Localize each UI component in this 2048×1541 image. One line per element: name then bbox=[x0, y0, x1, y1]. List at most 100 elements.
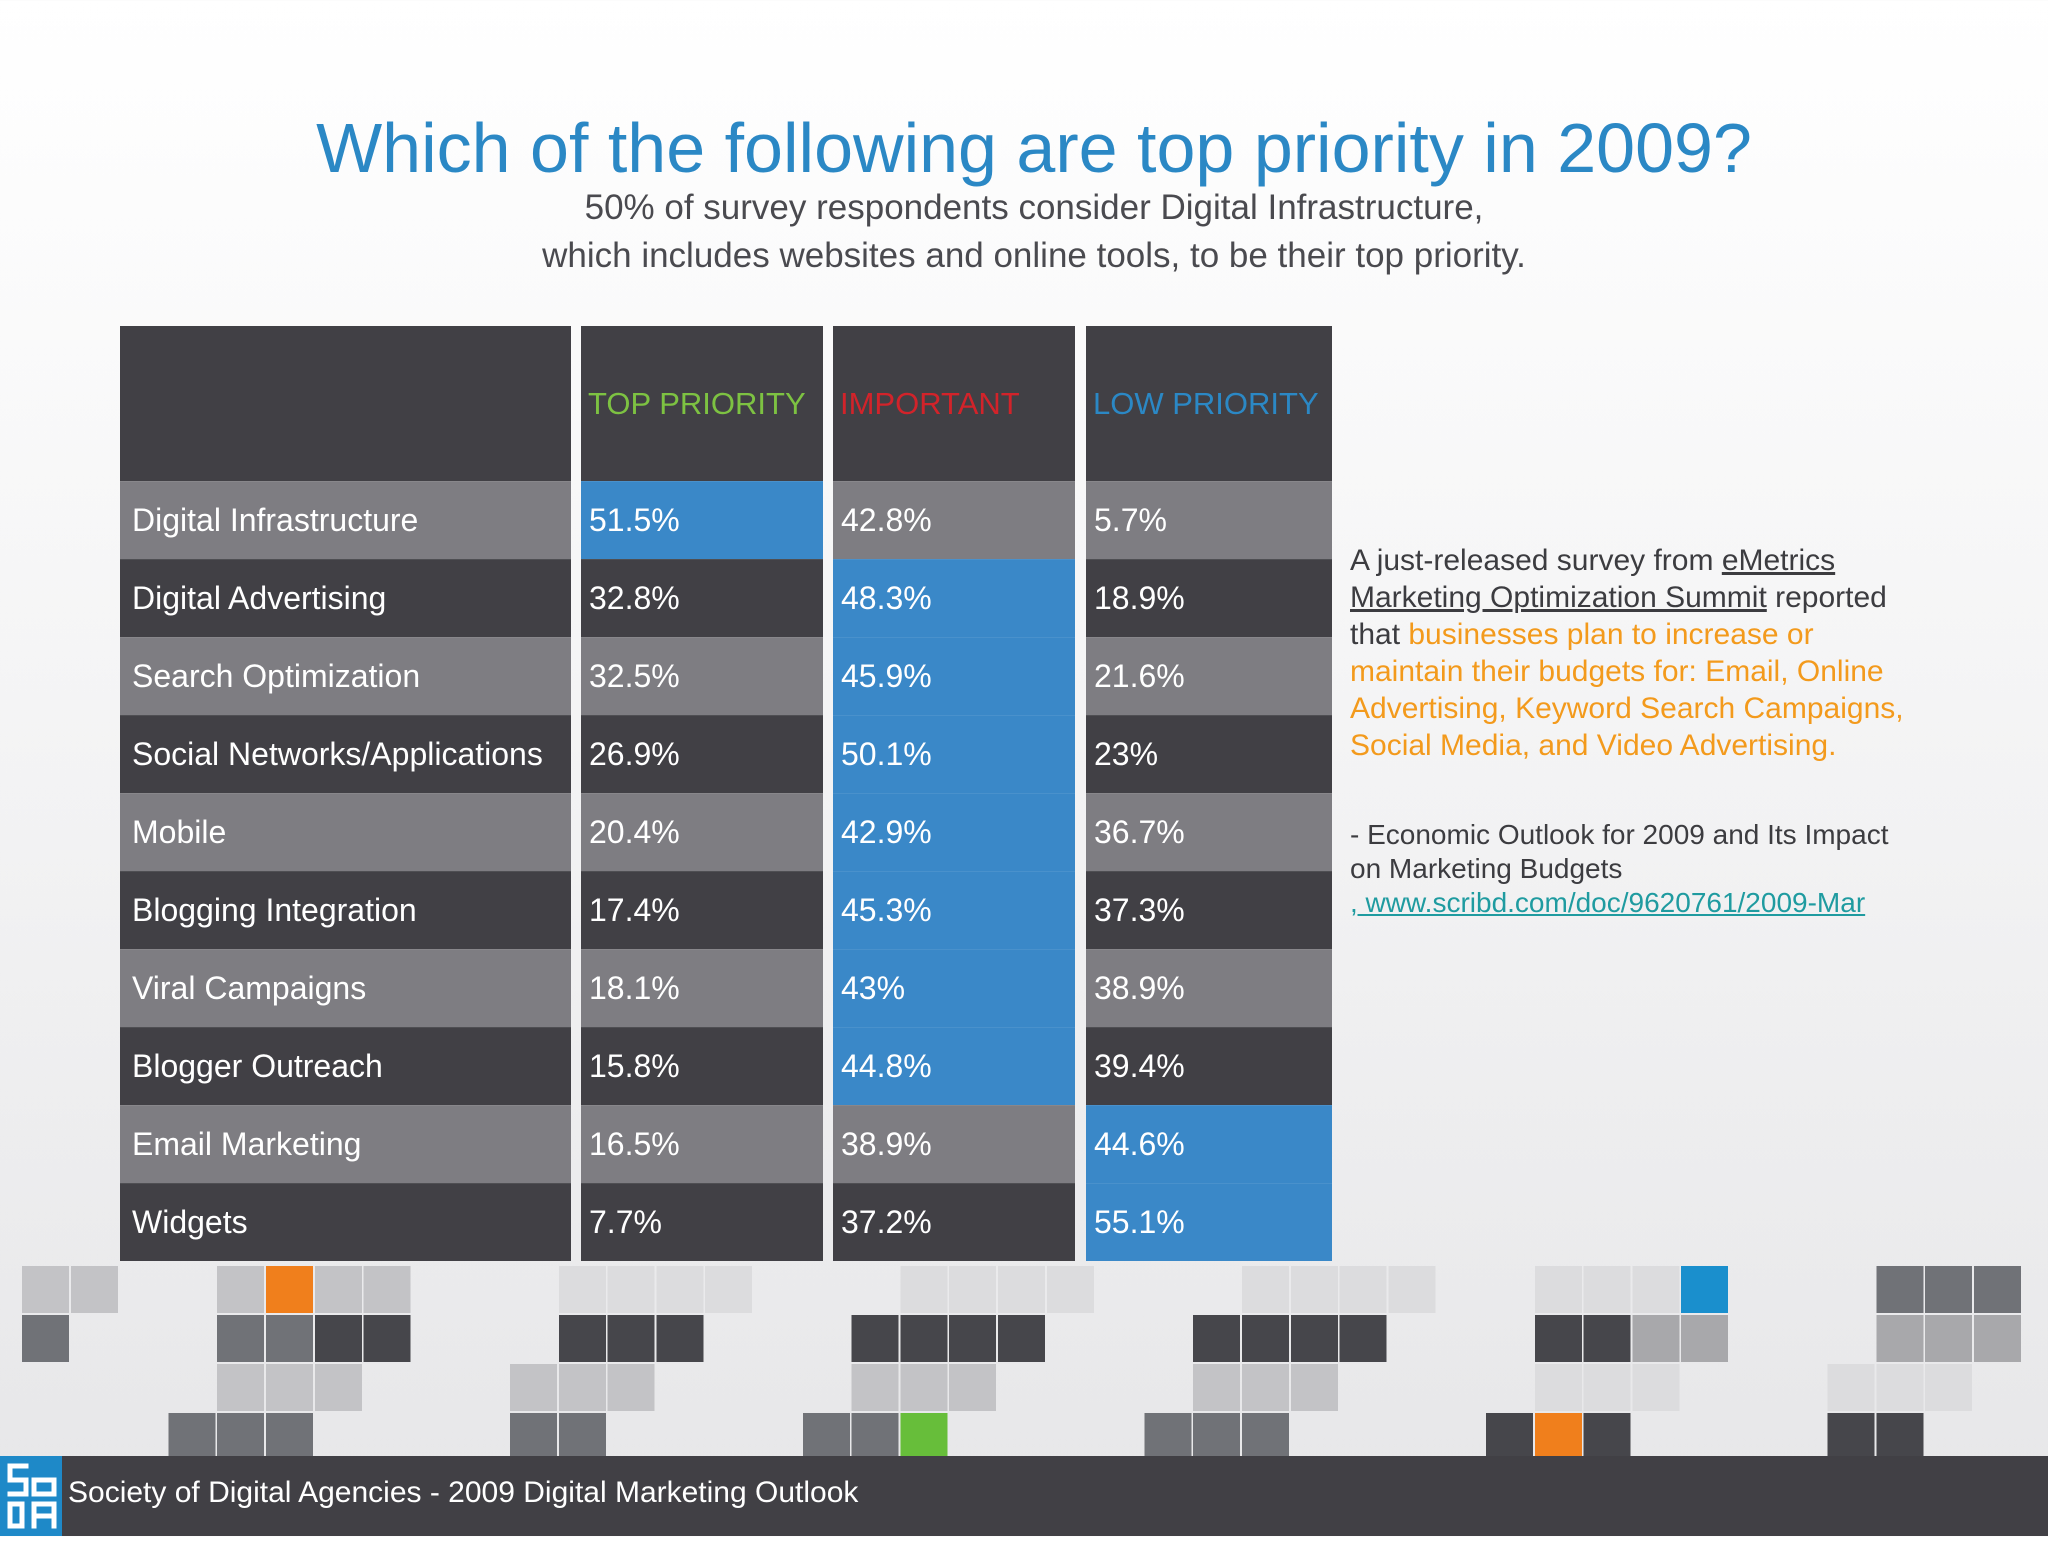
note-text-2: reported that bbox=[1350, 581, 1887, 651]
mosaic-tile bbox=[266, 1315, 313, 1362]
page-title: Which of the following are top priority … bbox=[316, 109, 1752, 187]
value-cell: 32.5% bbox=[581, 637, 823, 715]
mosaic-tile bbox=[900, 1364, 948, 1411]
source-text: - Economic Outlook for 2009 and Its Impa… bbox=[1350, 819, 1889, 884]
value-cell: 50.1% bbox=[833, 715, 1075, 793]
value-cell: 18.1% bbox=[581, 949, 823, 1027]
mosaic-tile bbox=[949, 1364, 997, 1411]
value-cell: 7.7% bbox=[581, 1183, 823, 1261]
value-cell: 21.6% bbox=[1086, 637, 1332, 715]
column-header-low-priority: LOW PRIORITY bbox=[1086, 326, 1332, 481]
value-cell: 36.7% bbox=[1086, 793, 1332, 871]
mosaic-tile bbox=[558, 1364, 606, 1411]
mosaic-tile bbox=[949, 1315, 997, 1362]
value-cell: 44.8% bbox=[833, 1027, 1075, 1105]
mosaic-tile bbox=[607, 1315, 655, 1362]
mosaic-tile bbox=[998, 1315, 1045, 1362]
value-cell: 45.3% bbox=[833, 871, 1075, 949]
value-cell: 15.8% bbox=[581, 1027, 823, 1105]
mosaic-tile bbox=[1193, 1413, 1241, 1456]
mosaic-tile bbox=[851, 1364, 899, 1411]
row-label: Widgets bbox=[120, 1183, 571, 1261]
row-label: Email Marketing bbox=[120, 1105, 571, 1183]
mosaic-tile bbox=[607, 1266, 655, 1313]
mosaic-tile bbox=[851, 1413, 899, 1456]
mosaic-tile bbox=[1534, 1266, 1582, 1313]
top-priority-column: TOP PRIORITY 51.5% 32.8% 32.5% 26.9% 20.4% 17… bbox=[581, 326, 823, 1261]
value-cell: 43% bbox=[833, 949, 1075, 1027]
mosaic-tile bbox=[1632, 1266, 1680, 1313]
decorative-mosaic bbox=[22, 1266, 2021, 1456]
mosaic-tile bbox=[1681, 1266, 1729, 1313]
mosaic-tile bbox=[607, 1364, 655, 1411]
mosaic-tile bbox=[1583, 1266, 1631, 1313]
mosaic-tile bbox=[1242, 1364, 1289, 1411]
mosaic-tile bbox=[1193, 1364, 1241, 1411]
footer-bar: Society of Digital Agencies - 2009 Digit… bbox=[0, 1456, 2048, 1536]
mosaic-tile bbox=[900, 1315, 948, 1362]
mosaic-tile bbox=[1242, 1413, 1289, 1456]
mosaic-tile bbox=[1534, 1413, 1582, 1456]
value-cell: 51.5% bbox=[581, 481, 823, 559]
value-cell: 42.9% bbox=[833, 793, 1075, 871]
value-cell: 5.7% bbox=[1086, 481, 1332, 559]
value-cell: 18.9% bbox=[1086, 559, 1332, 637]
emetrics-link[interactable]: eMetrics Marketing Optimization Summit bbox=[1350, 544, 1836, 614]
mosaic-tile bbox=[22, 1266, 69, 1313]
mosaic-tile bbox=[705, 1266, 753, 1313]
source-link[interactable]: , www.scribd.com/doc/9620761/2009-Mar bbox=[1350, 887, 1866, 918]
row-label: Digital Infrastructure bbox=[120, 481, 571, 559]
row-label: Search Optimization bbox=[120, 637, 571, 715]
mosaic-tile bbox=[949, 1266, 997, 1313]
value-cell: 44.6% bbox=[1086, 1105, 1332, 1183]
mosaic-tile bbox=[22, 1315, 69, 1362]
value-cell: 42.8% bbox=[833, 481, 1075, 559]
mosaic-tile bbox=[1583, 1413, 1631, 1456]
mosaic-tile bbox=[558, 1315, 606, 1362]
mosaic-tile bbox=[851, 1315, 899, 1362]
mosaic-tile bbox=[1827, 1413, 1875, 1456]
row-label: Mobile bbox=[120, 793, 571, 871]
mosaic-tile bbox=[1193, 1315, 1241, 1362]
mosaic-tile bbox=[1681, 1315, 1729, 1362]
mosaic-tile bbox=[363, 1315, 411, 1362]
value-cell: 37.3% bbox=[1086, 871, 1332, 949]
mosaic-tile bbox=[1339, 1266, 1387, 1313]
row-label: Digital Advertising bbox=[120, 559, 571, 637]
value-cell: 26.9% bbox=[581, 715, 823, 793]
value-cell: 32.8% bbox=[581, 559, 823, 637]
mosaic-tile bbox=[168, 1413, 216, 1456]
mosaic-tile bbox=[900, 1266, 948, 1313]
mosaic-tile bbox=[1974, 1315, 2021, 1362]
value-cell: 16.5% bbox=[581, 1105, 823, 1183]
value-cell: 38.9% bbox=[1086, 949, 1332, 1027]
mosaic-tile bbox=[266, 1266, 313, 1313]
mosaic-tile bbox=[1290, 1315, 1338, 1362]
mosaic-tile bbox=[1876, 1266, 1924, 1313]
category-header bbox=[120, 326, 571, 481]
value-cell: 48.3% bbox=[833, 559, 1075, 637]
subtitle-line-2: which includes websites and online tools… bbox=[542, 236, 1526, 275]
mosaic-tile bbox=[1876, 1364, 1924, 1411]
mosaic-tile bbox=[217, 1315, 265, 1362]
value-cell: 23% bbox=[1086, 715, 1332, 793]
mosaic-tile bbox=[802, 1413, 850, 1456]
survey-note: A just-released survey from eMetrics Mar… bbox=[1350, 542, 1910, 764]
mosaic-tile bbox=[1534, 1364, 1582, 1411]
mosaic-tile bbox=[1632, 1315, 1680, 1362]
mosaic-tile bbox=[558, 1266, 606, 1313]
value-cell: 38.9% bbox=[833, 1105, 1075, 1183]
mosaic-tile bbox=[363, 1266, 411, 1313]
mosaic-tile bbox=[1827, 1364, 1875, 1411]
mosaic-tile bbox=[1876, 1413, 1924, 1456]
subtitle-line-1: 50% of survey respondents consider Digit… bbox=[584, 188, 1484, 227]
footer-text: Society of Digital Agencies - 2009 Digit… bbox=[68, 1476, 859, 1509]
column-header-important: IMPORTANT bbox=[833, 326, 1075, 481]
mosaic-tile bbox=[217, 1266, 265, 1313]
mosaic-tile bbox=[217, 1364, 265, 1411]
mosaic-tile bbox=[656, 1315, 704, 1362]
mosaic-tile bbox=[656, 1266, 704, 1313]
mosaic-tile bbox=[266, 1364, 313, 1411]
mosaic-tile bbox=[266, 1413, 313, 1456]
mosaic-tile bbox=[1876, 1315, 1924, 1362]
